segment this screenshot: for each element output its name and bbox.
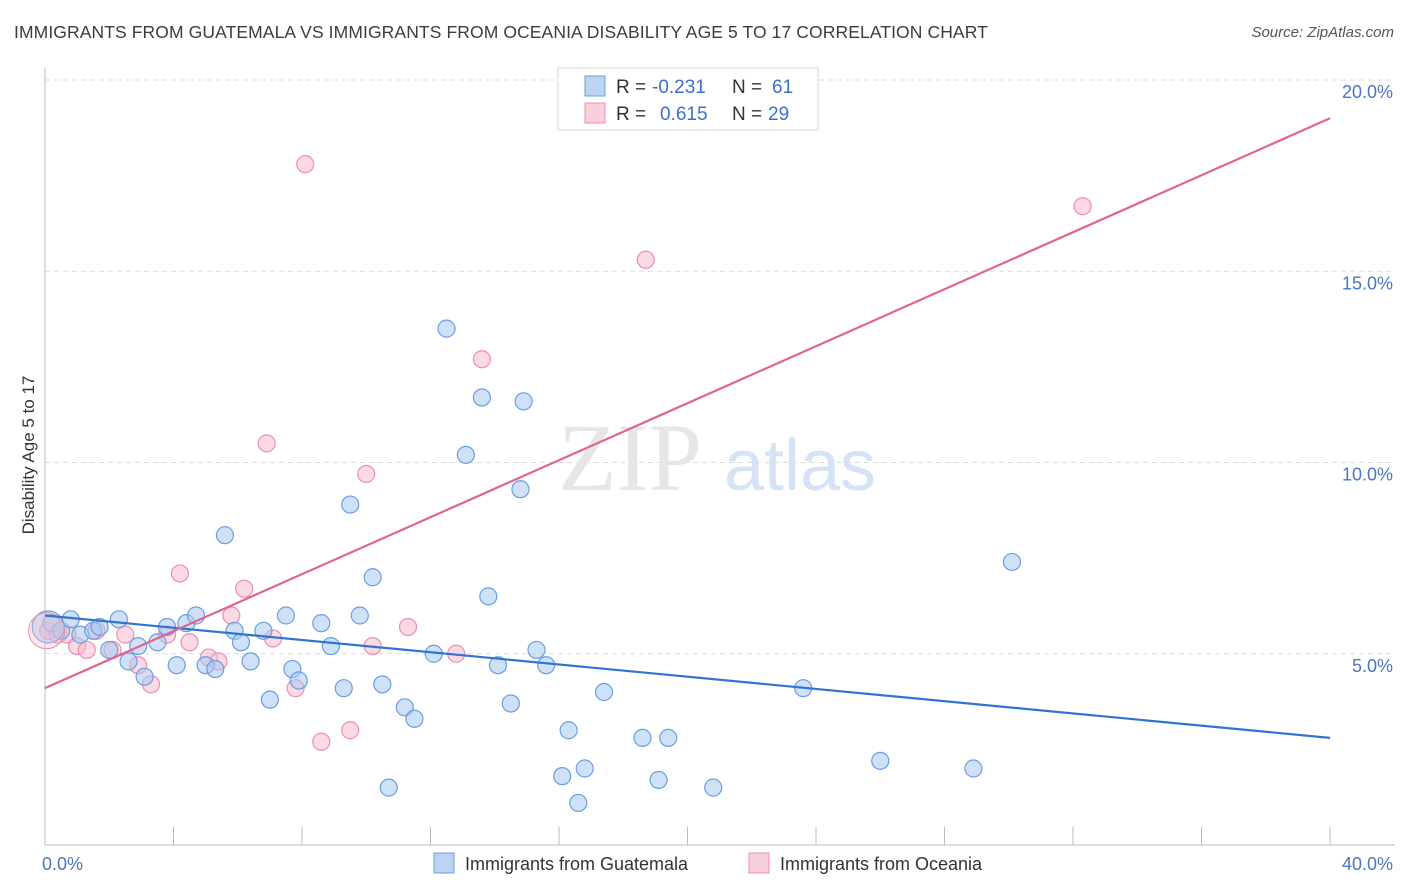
oceania-point bbox=[296, 155, 315, 174]
stats-blue-r-label: R = bbox=[616, 77, 646, 98]
oceania-point bbox=[235, 579, 254, 598]
guatemala-point bbox=[90, 617, 109, 637]
oceania-point bbox=[180, 633, 199, 652]
guatemala-point bbox=[1002, 552, 1022, 572]
y-tick-label: 15.0% bbox=[1342, 273, 1393, 293]
chart-source: Source: ZipAtlas.com bbox=[1251, 24, 1394, 41]
oceania-point bbox=[222, 606, 241, 625]
guatemala-point bbox=[964, 759, 983, 778]
guatemala-point bbox=[456, 445, 475, 464]
guatemala-point bbox=[119, 652, 138, 671]
guatemala-point bbox=[260, 690, 279, 709]
guatemala-point bbox=[109, 610, 128, 629]
stats-pink-n-value: 29 bbox=[768, 104, 789, 125]
axis-layer: 5.0% 10.0% 15.0% 20.0% 0.0% 40.0% bbox=[42, 68, 1395, 874]
watermark-atlas: atlas bbox=[724, 426, 876, 506]
guatemala-point bbox=[472, 388, 491, 407]
guatemala-point bbox=[363, 568, 382, 587]
stats-blue-n-value: 61 bbox=[772, 77, 793, 98]
legend-oceania-swatch bbox=[748, 852, 770, 874]
oceania-point bbox=[398, 617, 418, 637]
guatemala-point bbox=[276, 606, 296, 625]
guatemala-point bbox=[241, 652, 260, 671]
guatemala-point bbox=[334, 679, 353, 698]
guatemala-point bbox=[594, 682, 614, 702]
guatemala-point bbox=[135, 667, 154, 686]
guatemala-point bbox=[511, 480, 530, 499]
guatemala-point bbox=[100, 640, 119, 660]
guatemala-point bbox=[633, 728, 652, 748]
watermark-zip: ZIP bbox=[558, 404, 702, 511]
grid-layer bbox=[45, 79, 1395, 655]
chart-title: IMMIGRANTS FROM GUATEMALA VS IMMIGRANTS … bbox=[14, 22, 988, 42]
oceania-point bbox=[312, 732, 331, 751]
oceania-point bbox=[357, 464, 376, 484]
stats-legend-box: R = -0.231 N = 61 R = 0.615 N = 29 bbox=[557, 67, 819, 131]
oceania-point bbox=[636, 250, 655, 269]
guatemala-point bbox=[501, 694, 520, 713]
guatemala-point bbox=[537, 656, 556, 675]
y-axis-label: Disability Age 5 to 17 bbox=[19, 376, 38, 535]
guatemala-point bbox=[289, 671, 308, 690]
guatemala-point bbox=[575, 759, 594, 778]
x-tick-label: 0.0% bbox=[42, 854, 83, 874]
guatemala-point bbox=[341, 495, 360, 514]
guatemala-trend-line bbox=[44, 614, 1331, 739]
oceania-point bbox=[257, 434, 276, 453]
stats-pink-r-value: 0.615 bbox=[660, 104, 708, 125]
stats-blue-n-label: N = bbox=[732, 77, 762, 98]
trend-layer bbox=[44, 117, 1331, 739]
guatemala-point bbox=[488, 656, 508, 675]
guatemala-point bbox=[379, 778, 398, 797]
guatemala-point bbox=[649, 770, 668, 790]
guatemala-point bbox=[659, 728, 678, 748]
guatemala-point bbox=[312, 614, 331, 633]
guatemala-point bbox=[437, 319, 456, 338]
guatemala-point bbox=[231, 633, 251, 652]
guatemala-point bbox=[553, 767, 572, 786]
stats-blue-r-value: -0.231 bbox=[652, 77, 706, 98]
guatemala-point bbox=[321, 636, 341, 656]
oceania-point bbox=[472, 350, 491, 369]
oceania-point bbox=[170, 564, 190, 583]
legend-guatemala-swatch bbox=[433, 852, 455, 874]
guatemala-point bbox=[350, 606, 369, 625]
stats-blue-swatch bbox=[584, 75, 606, 97]
y-tick-label: 20.0% bbox=[1342, 82, 1393, 102]
legend-oceania-label: Immigrants from Oceania bbox=[780, 854, 983, 874]
guatemala-point bbox=[514, 392, 533, 411]
oceania-cluster-point bbox=[28, 612, 66, 650]
points-layer bbox=[28, 155, 1092, 813]
oceania-point bbox=[1073, 197, 1092, 216]
guatemala-point bbox=[167, 656, 186, 675]
stats-pink-swatch bbox=[584, 102, 606, 124]
guatemala-point bbox=[373, 675, 392, 694]
y-tick-label: 5.0% bbox=[1352, 656, 1393, 676]
bottom-legend: Immigrants from Guatemala Immigrants fro… bbox=[433, 852, 983, 874]
guatemala-point bbox=[871, 751, 890, 770]
oceania-point bbox=[77, 640, 96, 660]
guatemala-point bbox=[704, 778, 723, 797]
guatemala-point bbox=[479, 587, 498, 606]
x-tick-label: 40.0% bbox=[1342, 854, 1393, 874]
oceania-point bbox=[116, 625, 135, 644]
guatemala-point bbox=[206, 659, 225, 679]
guatemala-point bbox=[405, 709, 424, 728]
guatemala-point bbox=[559, 721, 578, 740]
stats-pink-n-label: N = bbox=[732, 104, 762, 125]
oceania-trend-line bbox=[44, 117, 1331, 690]
y-tick-label: 10.0% bbox=[1342, 465, 1393, 485]
guatemala-point bbox=[527, 640, 546, 660]
legend-guatemala-label: Immigrants from Guatemala bbox=[465, 854, 689, 874]
watermark: ZIP atlas bbox=[558, 404, 876, 511]
stats-pink-r-label: R = bbox=[616, 104, 646, 125]
oceania-point bbox=[341, 721, 360, 740]
guatemala-point bbox=[569, 793, 588, 813]
guatemala-point bbox=[215, 526, 234, 545]
